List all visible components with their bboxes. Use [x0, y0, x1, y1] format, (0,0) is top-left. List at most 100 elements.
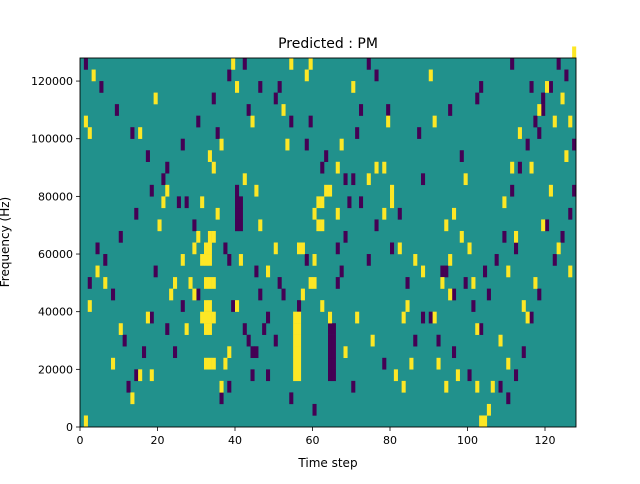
heatmap-cell-high	[401, 311, 406, 324]
heatmap-cell-high	[514, 230, 519, 243]
heatmap-cell-low	[277, 277, 282, 289]
heatmap-cell-high	[556, 242, 561, 255]
heatmap-cell-low	[413, 334, 418, 347]
heatmap-cell-low	[331, 346, 336, 359]
heatmap-cell-low	[374, 219, 379, 232]
heatmap-cell-high	[118, 323, 123, 335]
x-tick-label: 80	[383, 434, 397, 447]
heatmap-cell-low	[537, 127, 542, 139]
heatmap-cell-low	[552, 254, 557, 266]
heatmap-cell-high	[297, 242, 302, 255]
heatmap-cell-low	[289, 115, 294, 128]
heatmap-cell-high	[215, 207, 220, 220]
heatmap-cell-high	[153, 92, 158, 105]
heatmap-cell-low	[351, 380, 356, 393]
heatmap-cell-low	[386, 104, 391, 116]
heatmap-cell-high	[366, 173, 371, 186]
heatmap-cell-low	[273, 92, 278, 105]
heatmap-cell-high	[235, 81, 240, 93]
heatmap-cell-high	[157, 219, 162, 232]
y-tick-label: 100000	[31, 133, 73, 146]
heatmap-cell-low	[281, 288, 286, 301]
heatmap-cell-high	[316, 196, 321, 209]
heatmap-cell-high	[138, 127, 143, 139]
heatmap-cell-low	[99, 81, 104, 93]
heatmap-cell-high	[95, 265, 100, 278]
heatmap-cell-high	[207, 357, 212, 370]
heatmap-cell-low	[328, 346, 333, 359]
heatmap-cell-high	[510, 161, 515, 174]
heatmap-cell-low	[514, 242, 519, 255]
heatmap-cell-low	[176, 196, 181, 209]
heatmap-cell-low	[541, 92, 546, 105]
heatmap-cell-low	[238, 219, 243, 232]
heatmap-cell-high	[444, 380, 449, 393]
heatmap-cell-low	[277, 81, 282, 93]
heatmap-cell-low	[235, 219, 240, 232]
heatmap-cell-low	[448, 104, 453, 116]
heatmap-cell-high	[525, 311, 530, 324]
heatmap-cell-low	[347, 196, 352, 209]
heatmap-cell-high	[483, 415, 488, 428]
heatmap-cell-low	[467, 369, 472, 382]
heatmap-cell-low	[572, 184, 577, 197]
heatmap-cell-high	[560, 92, 565, 105]
heatmap-cell-high	[254, 184, 259, 197]
x-tick-label: 60	[306, 434, 320, 447]
heatmap-cell-low	[506, 392, 511, 405]
heatmap-cell-low	[231, 300, 236, 312]
heatmap-cell-high	[432, 311, 437, 324]
heatmap-cell-high	[335, 207, 340, 220]
plot-frame	[79, 57, 577, 428]
heatmap-cell-low	[390, 242, 395, 255]
heatmap-cell-high	[316, 219, 321, 232]
heatmap-cell-high	[204, 311, 209, 324]
heatmap-cell-low	[246, 104, 251, 116]
heatmap-cell-high	[312, 277, 317, 289]
heatmap-cell-high	[250, 115, 255, 128]
heatmap-cell-high	[463, 173, 468, 186]
heatmap-cell-high	[537, 104, 542, 116]
heatmap-cell-low	[126, 380, 131, 393]
heatmap-cell-low	[114, 104, 119, 116]
x-axis-label: Time step	[297, 456, 357, 470]
heatmap-cell-high	[231, 58, 236, 70]
heatmap-cell-high	[405, 300, 410, 312]
heatmap-cell-high	[308, 58, 313, 70]
heatmap-cell-low	[374, 69, 379, 82]
heatmap-cell-high	[502, 196, 507, 209]
heatmap-cell-low	[483, 265, 488, 278]
y-tick-label: 0	[66, 421, 73, 434]
heatmap-cell-low	[134, 207, 139, 220]
heatmap-cell-high	[455, 369, 460, 382]
heatmap-cell-low	[266, 369, 271, 382]
heatmap-cell-high	[320, 219, 325, 232]
heatmap-cell-low	[328, 369, 333, 382]
heatmap-cell-low	[479, 81, 484, 93]
heatmap-cell-high	[149, 369, 154, 382]
heatmap-cell-low	[533, 115, 538, 128]
heatmap-cell-low	[452, 346, 457, 359]
heatmap-cell-high	[355, 311, 360, 324]
heatmap-cell-high	[293, 323, 298, 335]
heatmap-cell-low	[184, 196, 189, 209]
heatmap-cell-high	[293, 369, 298, 382]
heatmap-cell-low	[525, 138, 530, 151]
heatmap-cell-low	[297, 300, 302, 312]
heatmap-cell-low	[436, 334, 441, 347]
heatmap-cell-low	[331, 369, 336, 382]
heatmap-cell-low	[250, 346, 255, 359]
heatmap-cell-high	[521, 300, 526, 312]
heatmap-cell-low	[510, 184, 515, 197]
heatmap-cell-high	[204, 254, 209, 266]
heatmap-cell-high	[308, 277, 313, 289]
heatmap-cell-high	[506, 265, 511, 278]
heatmap-cell-high	[207, 311, 212, 324]
heatmap-cell-high	[138, 369, 143, 382]
heatmap-cell-low	[548, 81, 553, 93]
heatmap-cell-high	[339, 138, 344, 151]
heatmap-cell-low	[242, 323, 247, 335]
heatmap-cell-low	[289, 392, 294, 405]
heatmap-cell-high	[204, 300, 209, 312]
heatmap-cell-low	[83, 58, 88, 70]
